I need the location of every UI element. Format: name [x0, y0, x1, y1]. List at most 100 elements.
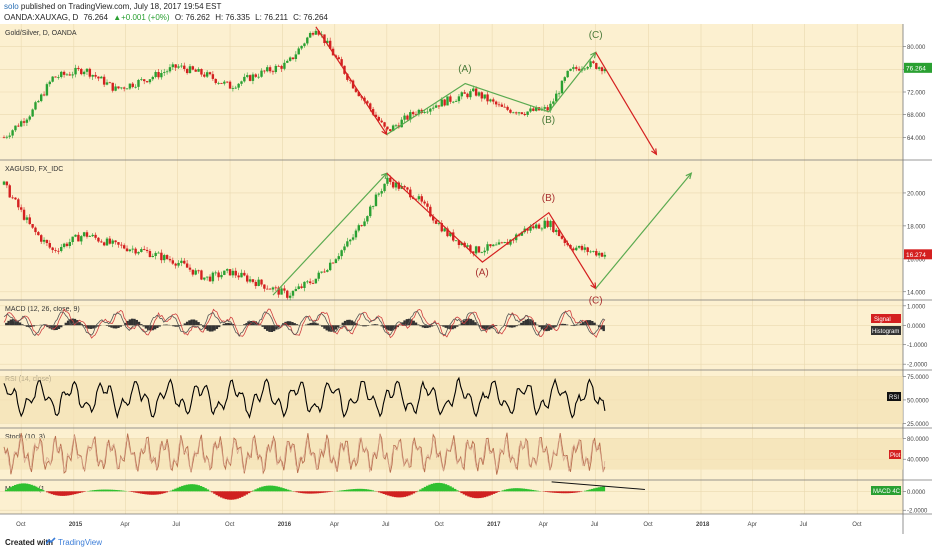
chart-svg[interactable]: Gold/Silver, D, OANDA80.00076.00072.0006…	[0, 24, 932, 534]
macd-histogram-bar	[341, 322, 344, 326]
tradingview-brand[interactable]: TradingView	[58, 538, 103, 547]
candle-body	[503, 242, 506, 244]
macd-histogram-bar	[87, 325, 90, 329]
candle-body	[266, 67, 269, 72]
macd4c-bar	[174, 488, 178, 492]
macd-histogram-bar	[481, 325, 484, 329]
macd4c-bar	[206, 489, 210, 492]
macd4c-bar	[270, 485, 274, 492]
macd4c-bar	[529, 489, 532, 492]
macd4c-bar	[34, 486, 38, 492]
macd-histogram-bar	[348, 319, 351, 326]
macd4c-bar	[419, 489, 422, 492]
macd-histogram-bar	[451, 325, 454, 330]
candle-body	[366, 101, 369, 104]
price-axis-label: 14.000	[907, 290, 926, 296]
candle-body	[200, 69, 203, 75]
macd4c-bar	[451, 487, 455, 492]
macd4c-bar	[316, 491, 319, 494]
macd-histogram-bar	[263, 325, 267, 330]
macd-histogram-bar	[350, 320, 354, 326]
candle-body	[429, 108, 432, 112]
macd4c-bar	[236, 491, 239, 499]
macd4c-bar	[302, 491, 306, 494]
candle-body	[397, 182, 401, 189]
macd4c-bar	[185, 484, 189, 492]
macd4c-bar	[190, 484, 194, 492]
candle-body	[57, 77, 60, 78]
macd4c-bar	[519, 488, 523, 492]
candle-body	[220, 82, 223, 84]
candle-body	[414, 114, 418, 115]
candle-body	[94, 74, 97, 77]
candle-body	[214, 272, 217, 274]
candle-body	[509, 239, 512, 245]
candle-body	[549, 220, 552, 227]
price-axis-label: 64.000	[907, 136, 926, 142]
macd-histogram-bar	[467, 318, 470, 326]
macd-histogram-bar	[533, 322, 537, 326]
macd4c-bar	[535, 490, 539, 492]
macd-histogram-bar	[419, 325, 422, 327]
macd4c-bar	[39, 488, 43, 492]
candle-body	[308, 33, 312, 38]
macd-histogram-bar	[366, 325, 370, 326]
macd4c-bar	[327, 491, 331, 493]
wave-label: (B)	[542, 193, 555, 204]
macd-histogram-bar	[92, 325, 95, 329]
candle-body	[595, 63, 598, 69]
macd4c-bar	[467, 491, 471, 497]
macd-histogram-bar	[565, 324, 569, 326]
candle-body	[314, 278, 318, 284]
macd-histogram-bar	[268, 325, 271, 332]
macd4c-bar	[133, 491, 136, 493]
time-axis-label: Oct	[643, 522, 653, 528]
macd4c-bar	[590, 488, 594, 492]
candle-body	[268, 288, 272, 290]
macd-histogram-bar	[320, 325, 324, 327]
candle-body	[572, 67, 575, 69]
candle-body	[403, 186, 406, 188]
candle-body	[128, 83, 132, 89]
macd-histogram-bar	[327, 325, 331, 332]
author-name[interactable]: solo	[4, 2, 19, 11]
macd4c-bar	[242, 491, 246, 496]
elliott-wave-line	[595, 51, 657, 155]
candle-body	[251, 74, 255, 81]
price-axis-background	[903, 24, 932, 534]
macd4c-bar	[524, 488, 528, 492]
chart-area[interactable]: Gold/Silver, D, OANDA80.00076.00072.0006…	[0, 24, 932, 534]
candle-body	[346, 241, 349, 247]
macd4c-bar	[428, 484, 432, 492]
candle-body	[592, 61, 595, 64]
macd-histogram-bar	[149, 325, 152, 331]
wave-arrowhead	[651, 148, 658, 156]
candle-body	[489, 99, 492, 102]
candle-body	[575, 247, 578, 251]
macd4c-bar	[11, 485, 15, 492]
macd4c-bar	[137, 491, 141, 494]
candle-body	[308, 281, 312, 284]
macd4c-bar	[508, 488, 512, 492]
macd-histogram-bar	[16, 320, 19, 326]
candle-body	[128, 249, 132, 252]
candle-body	[443, 99, 446, 106]
candle-body	[283, 62, 286, 69]
candle-body	[514, 112, 518, 114]
candle-body	[366, 216, 369, 222]
candle-body	[214, 78, 217, 83]
macd4c-bar	[110, 489, 113, 492]
candle-body	[454, 240, 458, 242]
macd4c-bar	[295, 491, 299, 493]
candle-body	[552, 101, 555, 104]
last-price-badge	[904, 62, 932, 73]
candle-body	[383, 122, 386, 127]
candle-body	[409, 112, 412, 120]
macd4c-bar	[513, 488, 516, 492]
candle-body	[14, 125, 17, 131]
macd-histogram-bar	[428, 325, 431, 328]
macd4c-bar	[323, 491, 326, 493]
candle-body	[440, 223, 443, 232]
candle-body	[317, 30, 320, 35]
candle-body	[546, 107, 549, 111]
